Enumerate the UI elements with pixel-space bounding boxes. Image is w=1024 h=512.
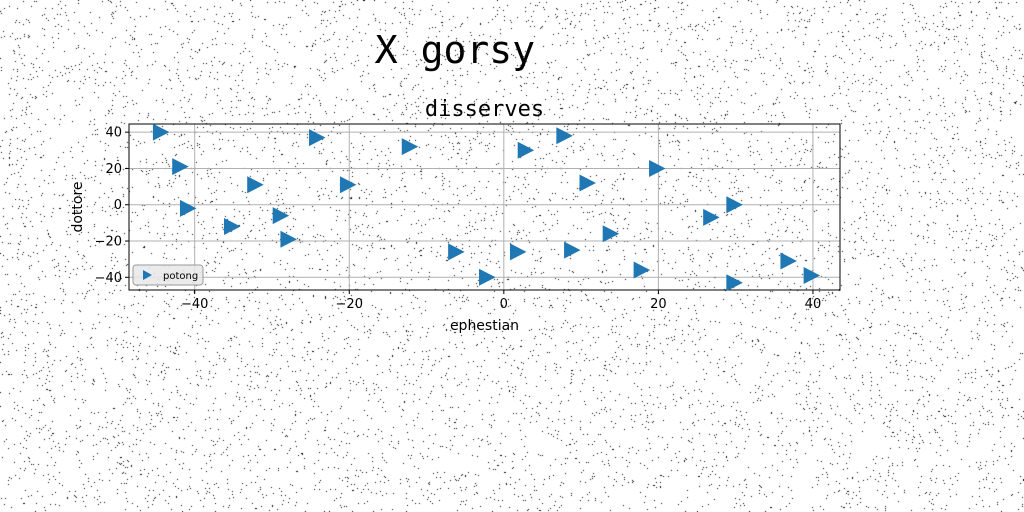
y-axis-label: dottore (70, 181, 86, 232)
data-point (602, 225, 620, 243)
legend-box (132, 264, 204, 286)
y-tick-label: −40 (95, 271, 122, 286)
data-point (703, 208, 720, 226)
x-tick-label: 0 (500, 297, 508, 312)
axis-ticks: −40 −20 0 20 40 −40 −20 0 20 40 (95, 126, 822, 312)
figure-suptitle: X gorsy (374, 28, 536, 72)
data-point (339, 176, 357, 194)
data-point (726, 196, 743, 214)
data-point (509, 243, 527, 261)
data-point (448, 243, 465, 261)
data-point (479, 268, 496, 286)
data-point (224, 218, 241, 236)
data-point (517, 141, 535, 159)
data-point (272, 207, 290, 225)
data-point (247, 176, 264, 194)
data-point (152, 123, 170, 141)
x-tick-label: −20 (336, 297, 363, 312)
x-tick-label: −40 (181, 297, 208, 312)
data-point (803, 266, 821, 284)
y-tick-label: 20 (105, 162, 122, 177)
legend-marker (143, 270, 152, 280)
plot-frame (128, 123, 841, 291)
data-point (309, 129, 326, 147)
data-points (152, 123, 821, 292)
data-point (280, 230, 297, 248)
x-axis-label: ephestian (450, 318, 519, 334)
data-point (579, 174, 597, 192)
data-point (179, 199, 197, 217)
data-point (401, 138, 419, 156)
data-point (780, 252, 797, 270)
data-point (172, 158, 189, 176)
data-point (556, 127, 573, 145)
chart-title: disserves (425, 97, 544, 122)
y-tick-label: −20 (95, 235, 122, 250)
legend-entry-label: potong (163, 271, 198, 282)
data-point (633, 261, 651, 279)
legend: potong (132, 264, 204, 286)
data-point (649, 159, 666, 177)
data-point (564, 241, 581, 259)
y-tick-label: 40 (105, 126, 122, 141)
data-point (726, 274, 743, 292)
x-tick-label: 20 (650, 297, 667, 312)
x-tick-label: 40 (805, 297, 822, 312)
y-tick-label: 0 (114, 198, 122, 213)
